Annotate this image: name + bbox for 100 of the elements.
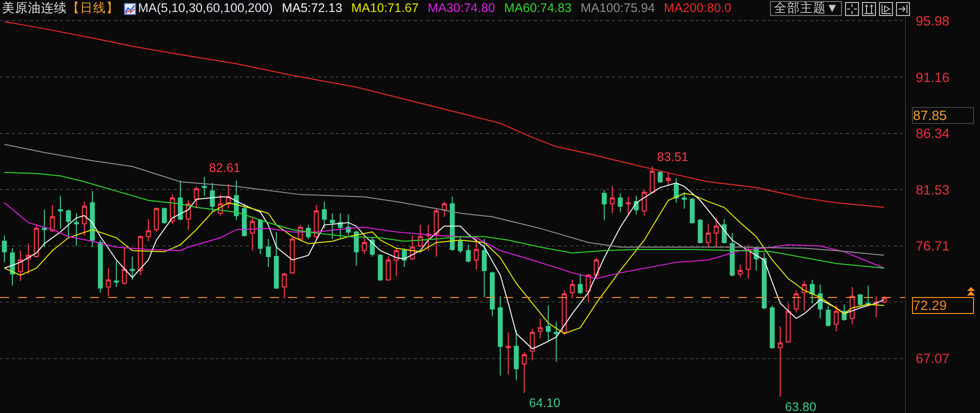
- candlestick: [194, 186, 199, 208]
- candlestick: [514, 330, 519, 381]
- text: MA5:72.13: [282, 0, 342, 17]
- text: 83.51: [657, 150, 688, 164]
- candlestick: [378, 254, 383, 282]
- chart-title: 美原油连续: [2, 0, 67, 17]
- text: 63.80: [785, 400, 816, 413]
- y-tick-label: 76.71: [916, 238, 950, 254]
- candlestick: [50, 204, 55, 232]
- candlestick: [10, 248, 15, 286]
- candlestick: [266, 238, 271, 268]
- text: 87.85: [913, 108, 947, 123]
- candlestick: [34, 224, 39, 258]
- y-tick-label: 95.98: [916, 13, 950, 28]
- candlestick: [210, 182, 215, 213]
- candlestick: [170, 194, 175, 224]
- candlestick: [802, 280, 807, 311]
- chart-subtitle: 【日线】: [67, 0, 119, 17]
- candlestick: [178, 180, 183, 221]
- candlestick: [874, 296, 879, 318]
- candlestick: [90, 190, 95, 248]
- candlestick: [18, 250, 23, 282]
- candlestick: [810, 279, 815, 304]
- line-series: [4, 192, 885, 334]
- candlestick: [858, 293, 863, 308]
- candlestick: [826, 305, 831, 328]
- line-series: [4, 202, 885, 280]
- ref-line-label: 72.29: [913, 298, 947, 313]
- candlestick: [66, 209, 71, 238]
- candlestick: [578, 273, 583, 294]
- candlestick: [698, 218, 703, 244]
- y-tick-label: 91.16: [916, 70, 950, 85]
- candlestick: [626, 196, 631, 216]
- candlestick: [426, 224, 431, 252]
- candlestick: [242, 203, 247, 238]
- candlestick: [202, 176, 207, 196]
- candlestick: [714, 217, 719, 248]
- line-series: [4, 172, 885, 269]
- candlestick: [546, 305, 551, 342]
- text: 82.61: [209, 161, 240, 175]
- candlestick: [346, 214, 351, 236]
- candlestick: [866, 285, 871, 306]
- candlestick: [114, 260, 119, 288]
- candlestick: [122, 246, 127, 285]
- candlestick: [530, 328, 535, 361]
- candlestick: [786, 302, 791, 344]
- y-tick-label: 67.07: [916, 351, 950, 366]
- candlestick: [282, 272, 287, 300]
- candlestick: [74, 212, 79, 246]
- line-series: [4, 144, 885, 256]
- line-series: [4, 182, 885, 350]
- text: MA100:75.94: [580, 0, 655, 17]
- candlestick: [690, 198, 695, 224]
- candlestick: [506, 332, 511, 375]
- candlestick: [98, 240, 103, 294]
- candlestick: [362, 237, 367, 255]
- y-tick-label: 86.34: [916, 126, 950, 142]
- candlestick: [258, 218, 263, 255]
- candlestick: [338, 212, 343, 240]
- candlestick: [394, 248, 399, 277]
- text: 全部主题▼: [770, 1, 842, 16]
- candlestick: [618, 192, 623, 213]
- text: MA60:74.83: [504, 0, 572, 17]
- candlestick: [386, 256, 391, 282]
- legend-title: MA(5,10,30,60,100,200): [138, 0, 273, 17]
- candlestick: [682, 192, 687, 210]
- candlestick: [354, 230, 359, 266]
- candlestick: [130, 256, 135, 280]
- candlestick: [42, 209, 47, 248]
- candlestick: [322, 201, 327, 229]
- candlestick: [498, 296, 503, 376]
- candlestick: [82, 201, 87, 236]
- candlestick: [418, 224, 423, 248]
- text: MA200:80.0: [664, 0, 732, 17]
- candlestick: [666, 172, 671, 187]
- candlestick: [58, 195, 63, 229]
- candlestick: [834, 305, 839, 332]
- candlestick: [162, 206, 167, 224]
- candlestick: [146, 218, 151, 242]
- candlestick: [458, 236, 463, 254]
- candlestick: [554, 321, 559, 362]
- candlestick: [770, 305, 775, 350]
- text: MA30:74.80: [428, 0, 496, 17]
- candlestick: [274, 231, 279, 290]
- candlestick: [466, 244, 471, 263]
- candlestick: [490, 271, 495, 317]
- candlestick: [2, 234, 7, 263]
- candlestick: [370, 237, 375, 257]
- line-series: [4, 21, 885, 208]
- candlestick: [778, 326, 783, 398]
- candlestick: [250, 217, 255, 252]
- candlestick: [706, 223, 711, 248]
- candlestick: [154, 206, 159, 232]
- candlestick: [26, 243, 31, 274]
- candlestick: [434, 208, 439, 257]
- candlestick: [738, 264, 743, 278]
- candlestick: [306, 224, 311, 240]
- candlestick: [106, 268, 111, 297]
- candlestick: [482, 238, 487, 298]
- candlestick: [610, 186, 615, 214]
